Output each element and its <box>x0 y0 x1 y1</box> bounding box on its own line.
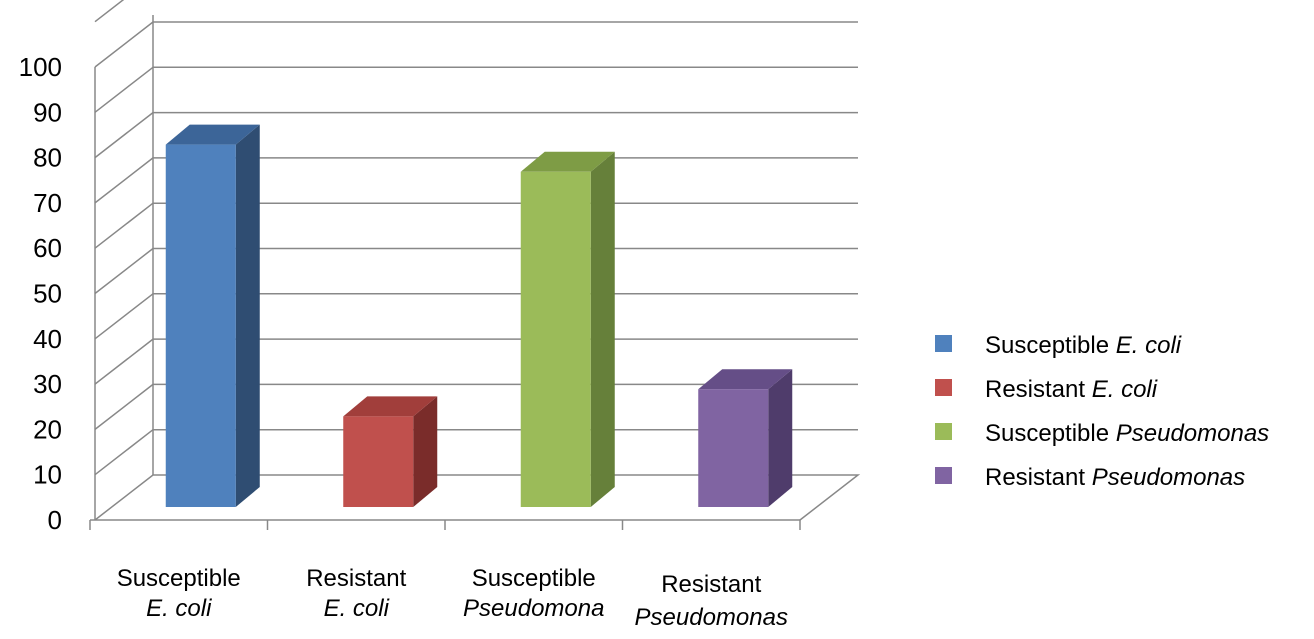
gridline-diagonal <box>94 157 154 204</box>
bar-side <box>235 124 260 507</box>
legend-item: Resistant E. coli <box>935 376 1305 420</box>
gridline-diagonal <box>94 0 125 23</box>
bar-front <box>520 171 591 507</box>
y-tick-label: 0 <box>48 505 62 535</box>
legend-label-prefix: Resistant <box>985 376 1092 403</box>
gridline-diagonal <box>94 202 154 249</box>
legend-swatch <box>935 335 952 352</box>
y-tick-label: 10 <box>33 460 62 490</box>
bar-1 <box>165 124 260 507</box>
legend-label: Susceptible Pseudomonas <box>985 420 1269 448</box>
legend-label-prefix: Resistant <box>985 464 1092 491</box>
bar-side <box>768 369 793 507</box>
bar-top <box>698 369 793 390</box>
y-tick-label: 80 <box>33 143 62 173</box>
gridline-diagonal <box>94 247 154 295</box>
bars <box>165 124 793 507</box>
y-tick-label: 90 <box>33 97 62 127</box>
bar-side <box>590 151 615 507</box>
y-tick-label: 60 <box>33 233 62 263</box>
gridline-diagonal <box>94 429 154 476</box>
x-category-label-line1: Susceptible <box>117 565 241 592</box>
gridline-diagonal <box>94 383 154 430</box>
y-tick-label: 50 <box>33 279 62 309</box>
x-category-label: Susceptible E. coli <box>117 565 241 622</box>
legend-swatch <box>935 467 952 484</box>
legend-label-prefix: Susceptible <box>985 332 1116 359</box>
y-tick-label: 30 <box>33 369 62 399</box>
legend-item: Susceptible Pseudomonas <box>935 420 1305 464</box>
gridline-diagonal <box>94 293 154 340</box>
legend-item: Resistant Pseudomonas <box>935 464 1305 508</box>
bar-front <box>698 389 769 507</box>
legend-item: Susceptible E. coli <box>935 332 1305 376</box>
x-category-label-line1: Resistant <box>661 571 761 598</box>
legend-label-organism: Pseudomonas <box>1115 420 1270 447</box>
bar-3 <box>520 151 615 507</box>
y-axis-tick-labels: 0 10 20 30 40 50 60 70 80 90 100 <box>19 52 62 535</box>
legend-label-organism: Pseudomonas <box>1091 464 1246 491</box>
legend-label-prefix: Susceptible <box>985 420 1116 447</box>
x-category-label-line2: Pseudomona <box>463 595 604 622</box>
bar-top <box>165 124 260 145</box>
bar-side <box>413 396 438 507</box>
legend-label-organism: E. coli <box>1115 332 1182 359</box>
y-tick-label: 20 <box>33 414 62 444</box>
legend-label: Resistant E. coli <box>985 376 1157 404</box>
x-category-label-line2: E. coli <box>324 595 390 622</box>
gridline-diagonal <box>94 112 154 159</box>
bar-top <box>343 396 438 417</box>
bar-front <box>343 416 414 507</box>
x-category-label-line2: E. coli <box>146 595 212 622</box>
x-axis <box>89 519 801 530</box>
chart-floor <box>94 474 861 521</box>
gridline-diagonal <box>94 338 154 385</box>
gridlines <box>94 0 858 476</box>
x-category-label: Resistant Pseudomonas <box>635 571 788 631</box>
legend-label: Susceptible E. coli <box>985 332 1181 360</box>
x-category-label-line1: Resistant <box>306 565 406 592</box>
gridline-diagonal <box>94 66 154 113</box>
y-tick-label: 70 <box>33 188 62 218</box>
bar-2 <box>343 396 438 507</box>
x-category-label: Resistant E. coli <box>306 565 406 622</box>
y-tick-label: 100 <box>19 52 62 82</box>
bar-4 <box>698 369 793 507</box>
legend-label-organism: E. coli <box>1091 376 1158 403</box>
legend-swatch <box>935 379 952 396</box>
legend: Susceptible E. coli Resistant E. coli Susc… <box>935 332 1305 508</box>
gridline-diagonal <box>94 21 154 68</box>
bar-front <box>165 144 236 507</box>
bar-top <box>520 151 615 172</box>
y-tick-label: 40 <box>33 324 62 354</box>
x-category-label-line2: Pseudomonas <box>635 604 788 631</box>
legend-label: Resistant Pseudomonas <box>985 464 1245 492</box>
x-category-label: Susceptible Pseudomona <box>463 565 604 622</box>
x-category-label-line1: Susceptible <box>472 565 596 592</box>
legend-swatch <box>935 423 952 440</box>
